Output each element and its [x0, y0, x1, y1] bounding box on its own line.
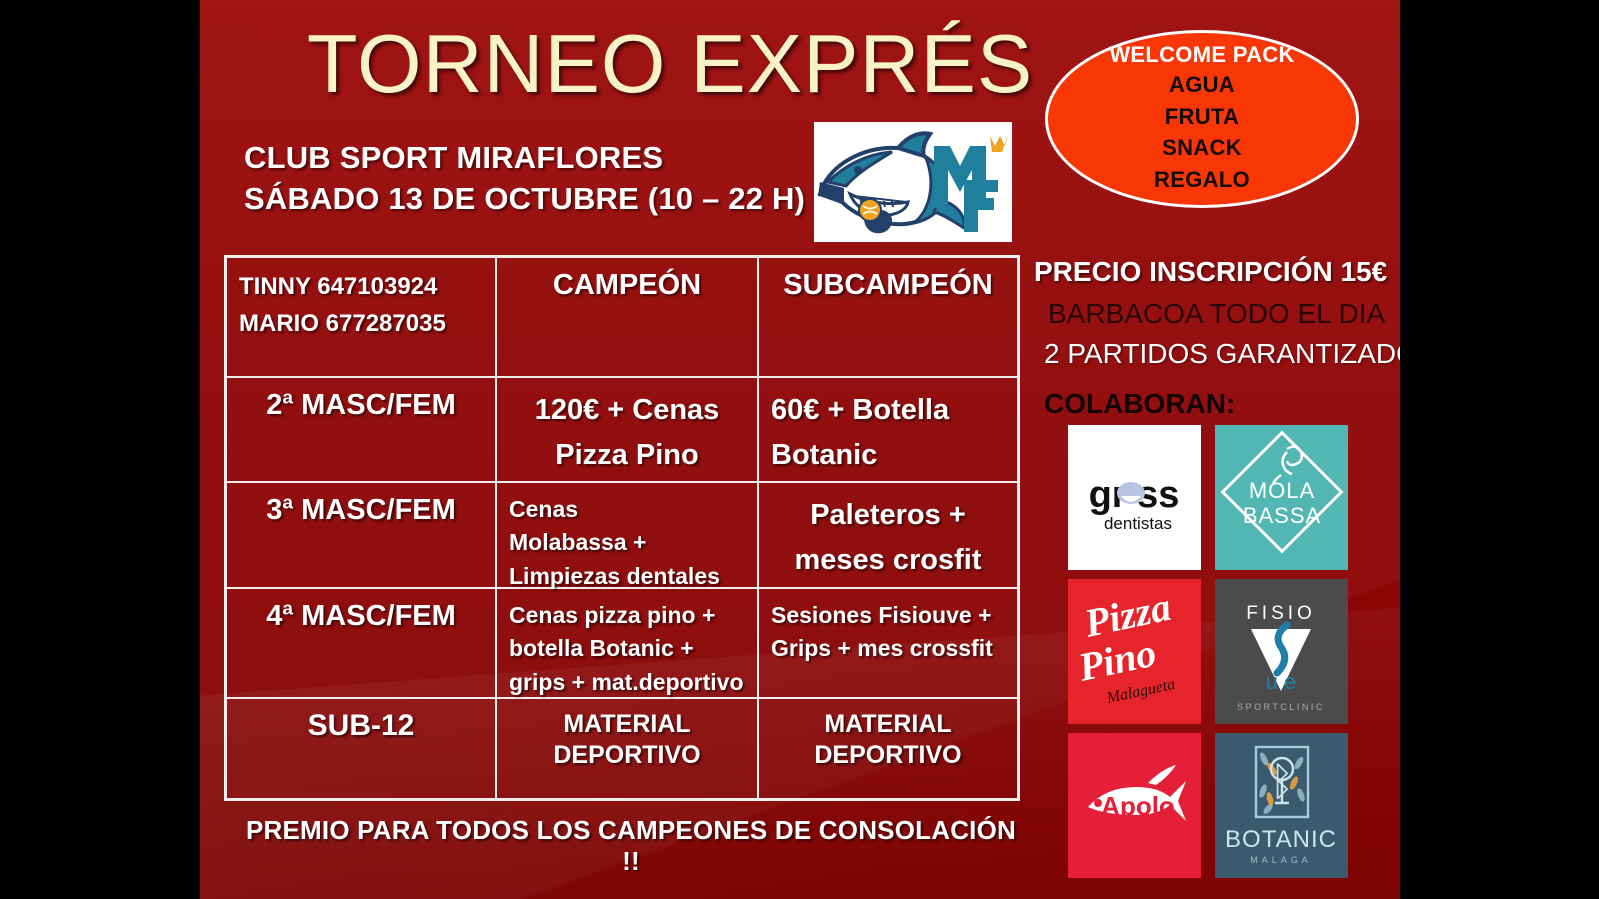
category-label: SUB-12 — [307, 709, 415, 742]
prizes-table: TINNY 647103924 MARIO 677287035 CAMPEÓN … — [224, 255, 1020, 801]
prize-line: Pizza Pino — [555, 438, 699, 471]
svg-text:Apolo: Apolo — [1101, 791, 1175, 821]
column-header-campeon: CAMPEÓN — [497, 258, 759, 376]
table-row: 2ª MASC/FEM 120€ + Cenas Pizza Pino 60€ … — [227, 378, 1017, 483]
table-row: SUB-12 MATERIAL DEPORTIVO MATERIAL DEPOR… — [227, 699, 1017, 798]
prize-line: 60€ + Botella — [771, 394, 950, 426]
welcome-pack-item-agua: AGUA — [1169, 71, 1235, 97]
contact-tinny: TINNY 647103924 — [239, 273, 438, 300]
welcome-pack-badge: WELCOME PACK AGUA FRUTA SNACK REGALO — [1045, 30, 1359, 208]
svg-text:SPORTCLINIC: SPORTCLINIC — [1237, 702, 1325, 712]
campeon-prize-cell: MATERIAL DEPORTIVO — [497, 699, 759, 798]
prize-line: Sesiones Fisiouve + — [771, 602, 992, 628]
prize-line: Limpiezas dentales — [509, 562, 720, 589]
tournament-poster: TORNEO EXPRÉS CLUB SPORT MIRAFLORES SÁBA… — [200, 0, 1400, 899]
category-cell: 4ª MASC/FEM — [227, 589, 497, 697]
prize-line: Botanic — [771, 438, 878, 471]
prize-line: MATERIAL — [824, 710, 952, 738]
prize-line: Cenas pizza pino + — [509, 602, 716, 628]
contacts-cell: TINNY 647103924 MARIO 677287035 — [227, 258, 497, 376]
category-cell: 3ª MASC/FEM — [227, 483, 497, 587]
campeon-prize-cell: Cenas pizza pino + botella Botanic + gri… — [497, 589, 759, 697]
event-date: SÁBADO 13 DE OCTUBRE (10 – 22 H) — [244, 181, 806, 216]
barbecue-note: BARBACOA TODO EL DIA — [1048, 298, 1386, 329]
svg-text:FISIO: FISIO — [1246, 603, 1316, 624]
prize-line: Grips + mes crossfit — [771, 635, 993, 662]
prize-line: Cenas — [509, 496, 579, 522]
registration-price: PRECIO INSCRIPCIÓN 15€ — [1034, 256, 1388, 287]
subcampeon-prize-cell: Paleteros + meses crosfit — [759, 483, 1017, 587]
prize-line: Molabassa + — [509, 529, 647, 556]
campeon-label: CAMPEÓN — [552, 269, 702, 301]
svg-text:MOLA: MOLA — [1249, 478, 1315, 503]
svg-text:BOTANIC: BOTANIC — [1225, 826, 1337, 853]
prize-line: DEPORTIVO — [553, 741, 701, 770]
svg-text:BASSA: BASSA — [1243, 503, 1321, 528]
table-header-row: TINNY 647103924 MARIO 677287035 CAMPEÓN … — [227, 258, 1017, 378]
prize-line: Paleteros + — [810, 499, 966, 531]
welcome-pack-item-snack: SNACK — [1162, 135, 1242, 161]
prize-line: botella Botanic + — [509, 635, 694, 662]
subcampeon-prize-cell: 60€ + Botella Botanic — [759, 378, 1017, 481]
contact-mario: MARIO 677287035 — [239, 310, 446, 338]
crown-icon — [990, 134, 1008, 152]
page-title: TORNEO EXPRÉS — [306, 17, 1034, 110]
matches-note: 2 PARTIDOS GARANTIZADOS — [1044, 338, 1400, 369]
sponsor-logo-gross-dentistas: gr ss dentistas — [1068, 425, 1201, 570]
club-name: CLUB SPORT MIRAFLORES — [244, 140, 664, 175]
table-row: 3ª MASC/FEM Cenas Molabassa + Limpiezas … — [227, 483, 1017, 589]
campeon-prize-cell: 120€ + Cenas Pizza Pino — [497, 378, 759, 481]
info-column: PRECIO INSCRIPCIÓN 15€ BARBACOA TODO EL … — [1034, 256, 1400, 419]
prize-line: meses crosfit — [794, 543, 982, 576]
sponsor-logo-pizza-pino: Pizza Pino Malagueta — [1068, 579, 1201, 724]
column-header-subcampeon: SUBCAMPEÓN — [759, 258, 1017, 376]
prize-line: grips + mat.deportivo — [509, 668, 744, 695]
sponsor-logo-botanic-malaga: ᛒ BOTANIC MALAGA — [1215, 733, 1348, 878]
prize-line: DEPORTIVO — [814, 741, 962, 770]
welcome-pack-title: WELCOME PACK — [1109, 41, 1295, 67]
subcampeon-label: SUBCAMPEÓN — [783, 269, 993, 301]
category-cell: SUB-12 — [227, 699, 497, 798]
welcome-pack-item-regalo: REGALO — [1154, 167, 1250, 193]
subcampeon-prize-cell: MATERIAL DEPORTIVO — [759, 699, 1017, 798]
category-label: 4ª MASC/FEM — [266, 600, 456, 632]
campeon-prize-cell: Cenas Molabassa + Limpiezas dentales — [497, 483, 759, 589]
shark-icon — [817, 131, 966, 234]
sponsor-logo-apolo: Apolo — [1068, 733, 1201, 878]
sponsor-logo-mola-bassa: MOLA BASSA — [1215, 425, 1348, 570]
sponsors-grid: gr ss dentistas MOLA BASSA Pizza — [1068, 425, 1358, 878]
category-label: 2ª MASC/FEM — [266, 389, 456, 421]
category-cell: 2ª MASC/FEM — [227, 378, 497, 481]
sponsor-logo-fisio-uve: FISIO u e SPORTCLINIC — [1215, 579, 1348, 724]
svg-text:u e: u e — [1266, 669, 1297, 694]
sponsors-heading: COLABORAN: — [1044, 388, 1236, 419]
svg-text:dentistas: dentistas — [1104, 514, 1172, 533]
prize-line: 120€ + Cenas — [534, 394, 720, 426]
club-shark-logo — [814, 122, 1012, 242]
prize-line: MATERIAL — [563, 710, 691, 738]
subcampeon-prize-cell: Sesiones Fisiouve + Grips + mes crossfit — [759, 589, 1017, 697]
svg-text:MALAGA: MALAGA — [1250, 855, 1312, 865]
mf-letters — [934, 146, 998, 232]
table-row: 4ª MASC/FEM Cenas pizza pino + botella B… — [227, 589, 1017, 699]
consolation-prize-note: PREMIO PARA TODOS LOS CAMPEONES DE CONSO… — [245, 815, 1016, 876]
welcome-pack-item-fruta: FRUTA — [1164, 103, 1240, 129]
category-label: 3ª MASC/FEM — [266, 494, 456, 526]
